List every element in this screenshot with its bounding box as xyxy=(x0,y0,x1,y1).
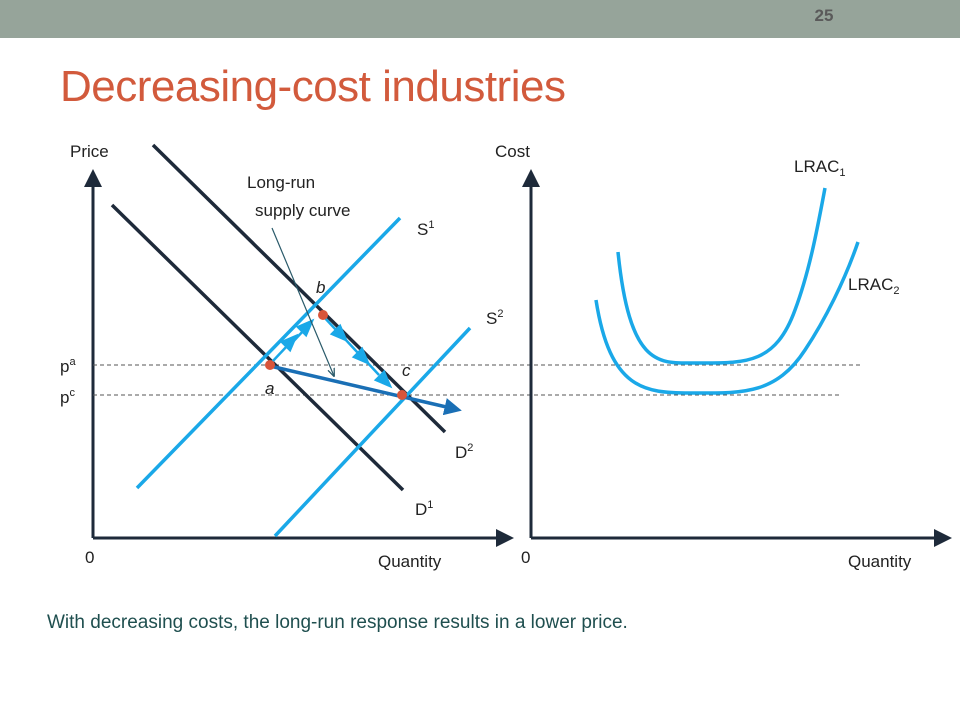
point-a-marker xyxy=(265,360,275,370)
pa-label: pa xyxy=(60,356,76,376)
lrac2-curve xyxy=(594,241,860,395)
s2-label: S2 xyxy=(486,308,503,328)
supply-curve-s2 xyxy=(273,326,472,538)
pc-label: pc xyxy=(60,387,75,407)
d1-label: D1 xyxy=(415,499,433,519)
slide-caption: With decreasing costs, the long-run resp… xyxy=(47,612,628,633)
point-c-marker xyxy=(397,390,407,400)
supply-curve-s1 xyxy=(135,216,402,490)
lr-supply-label-line2: supply curve xyxy=(255,201,350,220)
long-run-supply-curve xyxy=(269,364,462,416)
point-c-label: c xyxy=(402,361,411,380)
lrac1-curve xyxy=(616,187,827,365)
d2-label: D2 xyxy=(455,442,473,462)
right-x-axis-label: Quantity xyxy=(848,552,912,571)
point-a-label: a xyxy=(265,379,274,398)
slide-title: Decreasing-cost industries xyxy=(60,62,566,111)
demand-curve-d1 xyxy=(110,203,405,492)
s1-label: S1 xyxy=(417,219,434,239)
right-origin-label: 0 xyxy=(521,548,530,567)
left-y-axis-label: Price xyxy=(70,142,109,161)
lr-supply-label-line1: Long-run xyxy=(247,173,315,192)
left-origin-label: 0 xyxy=(85,548,94,567)
left-x-axis-label: Quantity xyxy=(378,552,442,571)
slide-number: 25 xyxy=(814,6,834,25)
point-b-marker xyxy=(318,310,328,320)
top-bar xyxy=(0,0,960,38)
lrac1-label: LRAC1 xyxy=(794,157,845,179)
lr-supply-pointer xyxy=(271,227,334,376)
point-b-label: b xyxy=(316,278,325,297)
adjustment-path xyxy=(271,315,393,389)
right-y-axis-label: Cost xyxy=(495,142,530,161)
lrac2-label: LRAC2 xyxy=(848,275,899,297)
demand-curve-d2 xyxy=(151,143,447,434)
